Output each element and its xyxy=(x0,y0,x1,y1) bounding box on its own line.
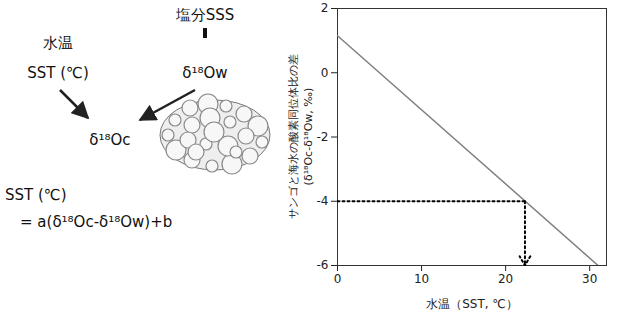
svg-text:水温: 水温 xyxy=(43,34,73,52)
svg-text:SST (℃): SST (℃) xyxy=(5,186,67,204)
svg-text:-6: -6 xyxy=(317,258,329,272)
svg-text:δ¹⁸Ow: δ¹⁸Ow xyxy=(182,64,227,82)
svg-text:水温（SST, ℃）: 水温（SST, ℃） xyxy=(426,297,518,311)
svg-text:δ¹⁸Oc: δ¹⁸Oc xyxy=(89,131,130,149)
svg-text:-2: -2 xyxy=(317,130,329,144)
svg-text:= a(δ¹⁸Oc-δ¹⁸Ow)+b: = a(δ¹⁸Oc-δ¹⁸Ow)+b xyxy=(20,213,172,231)
svg-text:(δ¹⁸Oc-δ¹⁸Ow, ‰): (δ¹⁸Oc-δ¹⁸Ow, ‰) xyxy=(302,88,315,186)
svg-text:サンゴと海水の酸素同位体比の差: サンゴと海水の酸素同位体比の差 xyxy=(287,54,300,219)
svg-text:20: 20 xyxy=(498,272,513,286)
svg-text:30: 30 xyxy=(582,272,597,286)
svg-text:塩分SSS: 塩分SSS xyxy=(175,6,235,24)
svg-text:-4: -4 xyxy=(317,194,329,208)
svg-text:0: 0 xyxy=(321,66,329,80)
svg-text:SST (℃): SST (℃) xyxy=(27,64,89,82)
svg-text:0: 0 xyxy=(334,272,342,286)
svg-text:2: 2 xyxy=(321,1,329,15)
svg-text:10: 10 xyxy=(414,272,429,286)
